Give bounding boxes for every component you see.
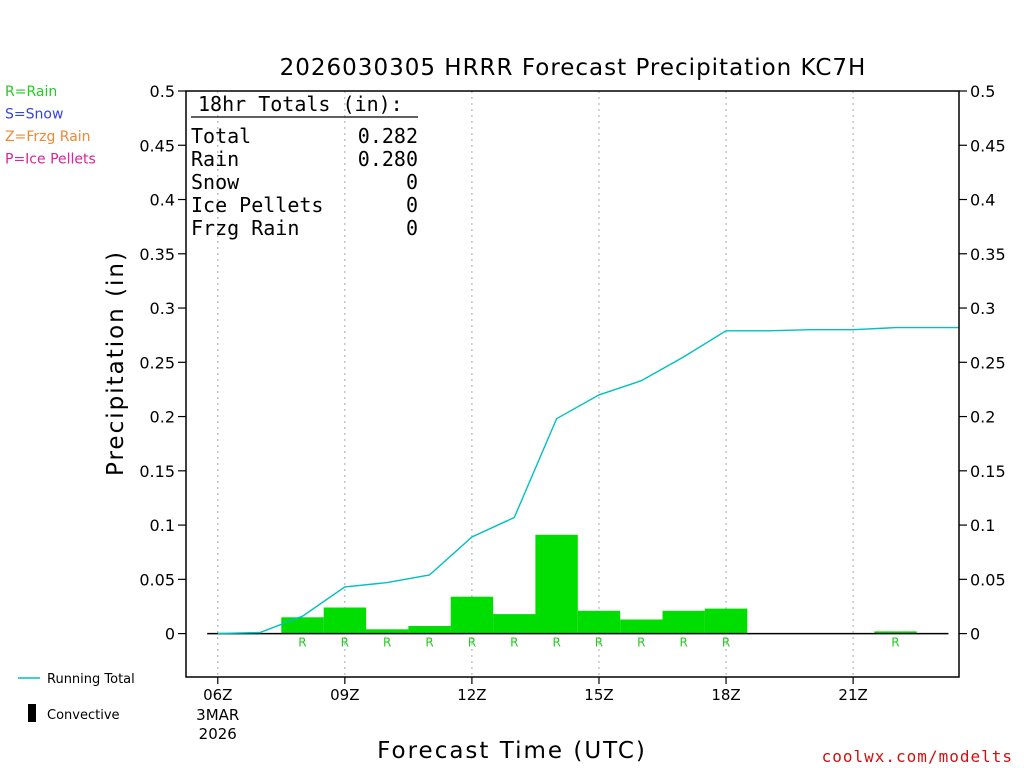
precip-bar-4: [366, 629, 409, 634]
precip-type-legend: R=Rain S=Snow Z=Frzg Rain P=Ice Pellets: [5, 84, 96, 168]
ptype-label-7: R: [510, 636, 518, 650]
ptype-legend-1: S=Snow: [5, 107, 63, 123]
precip-bar-12: [704, 608, 748, 634]
precip-bar-7: [493, 614, 536, 634]
ptype-label-2: R: [298, 636, 306, 650]
ptype-label-8: R: [552, 636, 560, 650]
precip-bar-2: [281, 617, 324, 634]
x-tick-label-4: 18Z: [711, 686, 740, 704]
vertical-gridlines: [217, 91, 854, 677]
totals-value-0: 0.282: [358, 124, 418, 148]
totals-label-1: Rain: [191, 147, 239, 171]
totals-value-4: 0: [406, 216, 418, 240]
ptype-label-6: R: [468, 636, 476, 650]
totals-value-2: 0: [406, 170, 418, 194]
precip-bar-6: [450, 596, 494, 634]
y-tick-label-left-2: 0.1: [150, 516, 175, 535]
y-tick-label-right-0: 0: [970, 625, 980, 644]
totals-label-3: Ice Pellets: [191, 193, 323, 217]
totals-label-0: Total: [191, 124, 251, 148]
ptype-label-12: R: [722, 636, 730, 650]
hourly-precip-bars: [281, 534, 917, 634]
credit-text: coolwx.com/modelts: [822, 747, 1013, 766]
y-tick-label-right-5: 0.25: [970, 353, 1006, 372]
ptype-label-11: R: [680, 636, 688, 650]
x-tick-label-0: 06Z: [203, 686, 232, 704]
precip-bar-11: [662, 610, 705, 634]
ptype-label-4: R: [383, 636, 391, 650]
y-tick-label-left-4: 0.2: [150, 408, 175, 427]
y-tick-label-right-10: 0.5: [970, 82, 995, 101]
y-tick-label-left-7: 0.35: [139, 245, 175, 264]
y-tick-label-left-3: 0.15: [139, 462, 175, 481]
ptype-legend-3: P=Ice Pellets: [5, 152, 96, 168]
totals-label-4: Frzg Rain: [191, 216, 299, 240]
y-tick-label-left-1: 0.05: [139, 570, 175, 589]
precip-bar-5: [408, 626, 451, 634]
y-tick-label-right-2: 0.1: [970, 516, 995, 535]
precip-bar-10: [620, 619, 663, 634]
precip-bar-16: [874, 631, 917, 634]
totals-label-2: Snow: [191, 170, 240, 194]
running-total-line: [217, 326, 959, 635]
precip-bar-8: [535, 534, 578, 634]
y-tick-label-right-9: 0.45: [970, 136, 1006, 155]
x-date-line2: 2026: [199, 725, 237, 743]
y-tick-label-right-1: 0.05: [970, 570, 1006, 589]
y-tick-label-right-8: 0.4: [970, 191, 995, 210]
ptype-label-16: R: [891, 636, 899, 650]
plot-frame: [185, 90, 960, 678]
y-axis-right: 0 0.05 0.1 0.15 0.2 0.25 0.3 0.35 0.4 0.45 0.5: [959, 82, 1006, 644]
series-legend: Running Total Convective: [18, 672, 135, 723]
y-tick-label-right-4: 0.2: [970, 408, 995, 427]
convective-legend-label: Convective: [47, 708, 120, 723]
y-tick-label-right-6: 0.3: [970, 299, 995, 318]
convective-legend-swatch: [28, 704, 36, 722]
x-tick-label-5: 21Z: [838, 686, 867, 704]
x-tick-label-1: 09Z: [330, 686, 359, 704]
totals-box: 18hr Totals (in): Total 0.282 Rain 0.280 Snow…: [191, 92, 418, 240]
chart-title: 2026030305 HRRR Forecast Precipitation K…: [280, 55, 867, 81]
y-axis-label: Precipitation (in): [103, 250, 129, 476]
y-tick-label-right-7: 0.35: [970, 245, 1006, 264]
y-tick-label-left-5: 0.25: [139, 353, 175, 372]
precip-bar-3: [323, 607, 367, 634]
x-axis-label: Forecast Time (UTC): [377, 738, 647, 764]
x-date-line1: 3MAR: [196, 706, 239, 724]
ptype-label-5: R: [425, 636, 433, 650]
y-axis-left: 0 0.05 0.1 0.15 0.2 0.25 0.3 0.35 0.4 0.45 0.5: [139, 82, 186, 644]
ptype-legend-0: R=Rain: [5, 84, 57, 100]
y-tick-label-left-9: 0.45: [139, 136, 175, 155]
y-tick-label-left-8: 0.4: [150, 191, 175, 210]
ptype-label-10: R: [637, 636, 645, 650]
totals-value-1: 0.280: [358, 147, 418, 171]
precip-bar-9: [577, 610, 621, 634]
running-total-legend-label: Running Total: [47, 672, 135, 687]
x-tick-label-2: 12Z: [457, 686, 486, 704]
ptype-label-9: R: [595, 636, 603, 650]
y-tick-label-right-3: 0.15: [970, 462, 1006, 481]
y-tick-label-left-0: 0: [165, 625, 175, 644]
totals-heading: 18hr Totals (in):: [198, 92, 403, 116]
totals-value-3: 0: [406, 193, 418, 217]
y-tick-label-left-6: 0.3: [150, 299, 175, 318]
ptype-label-3: R: [341, 636, 349, 650]
ptype-legend-2: Z=Frzg Rain: [5, 129, 91, 145]
x-tick-label-3: 15Z: [584, 686, 613, 704]
y-tick-label-left-10: 0.5: [150, 82, 175, 101]
